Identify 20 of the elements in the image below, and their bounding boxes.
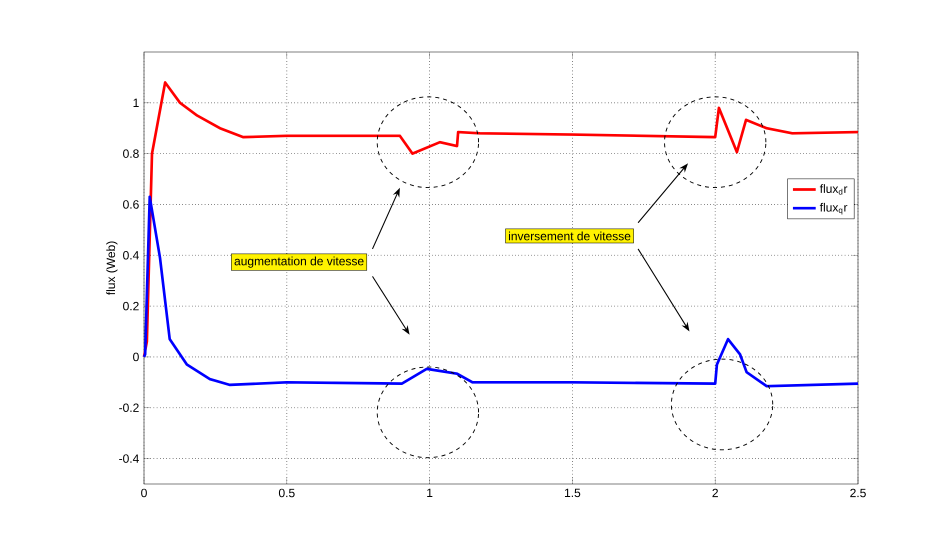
x-tick-label: 0.5 bbox=[278, 488, 295, 498]
legend-label: flux$_{d}$r bbox=[820, 184, 848, 195]
y-tick-label: 1 bbox=[134, 98, 139, 107]
y-tick-label: 0.6 bbox=[123, 200, 139, 209]
x-tick-label: 1 bbox=[427, 488, 432, 497]
y-axis-title: flux (Web) bbox=[106, 241, 118, 296]
x-tick-label: 2 bbox=[712, 488, 718, 498]
annotation: inversement de vitesse bbox=[508, 232, 630, 240]
x-tick-label: 2.5 bbox=[850, 488, 866, 498]
x-tick-label: 0 bbox=[141, 488, 147, 498]
y-tick-label: -0.2 bbox=[119, 403, 139, 412]
y-tick-label: 0.2 bbox=[123, 302, 139, 310]
x-tick-label: 1.5 bbox=[564, 488, 580, 498]
y-tick-label: 0.8 bbox=[123, 149, 139, 158]
legend-label: flux$_{q}$r bbox=[820, 202, 848, 215]
line-series bbox=[142, 196, 860, 388]
y-tick-label: 0.4 bbox=[123, 251, 139, 260]
y-tick-label: -0.4 bbox=[119, 454, 139, 463]
y-tick-label: 0 bbox=[133, 352, 139, 362]
annotation: augmentation de vitesse bbox=[234, 256, 364, 268]
